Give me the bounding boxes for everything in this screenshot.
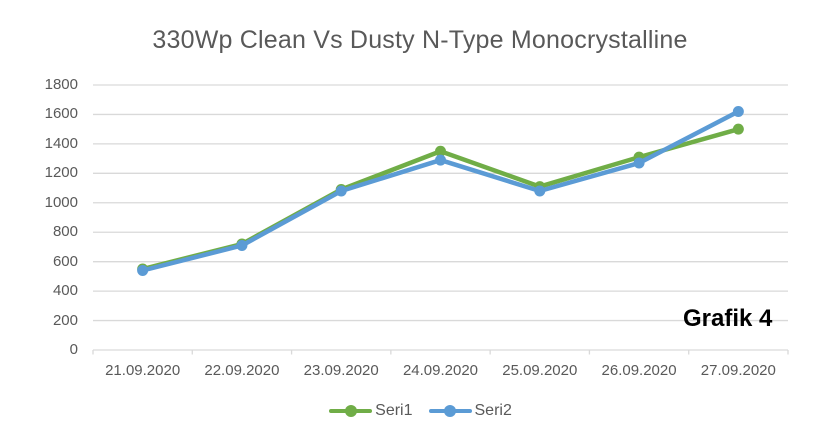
data-point-seri2 xyxy=(236,239,248,251)
legend-label-seri2: Seri2 xyxy=(474,402,512,419)
chart-title: 330Wp Clean Vs Dusty N-Type Monocrystall… xyxy=(152,26,688,54)
legend-label-seri1: Seri1 xyxy=(375,402,413,419)
data-point-seri1 xyxy=(435,145,446,157)
data-point-seri2 xyxy=(732,106,744,117)
legend-item-seri2: Seri2 xyxy=(428,402,512,420)
data-point-seri2 xyxy=(633,157,645,169)
seri1-marker-dot-icon xyxy=(344,405,357,417)
seri1-line-marker-icon xyxy=(329,405,373,417)
annotation-grafik-4: Grafik 4 xyxy=(683,305,773,332)
data-point-seri2 xyxy=(534,185,546,197)
seri2-marker-dot-icon xyxy=(444,405,456,417)
data-point-seri2 xyxy=(335,185,347,197)
legend-item-seri1: Seri1 xyxy=(329,402,413,420)
data-point-seri1 xyxy=(732,123,744,135)
data-point-seri2 xyxy=(435,154,446,166)
data-point-seri2 xyxy=(137,265,149,276)
legend: Seri1 Seri2 xyxy=(0,402,821,420)
seri2-line-marker-icon xyxy=(428,405,472,417)
series-line-seri2 xyxy=(140,109,741,273)
